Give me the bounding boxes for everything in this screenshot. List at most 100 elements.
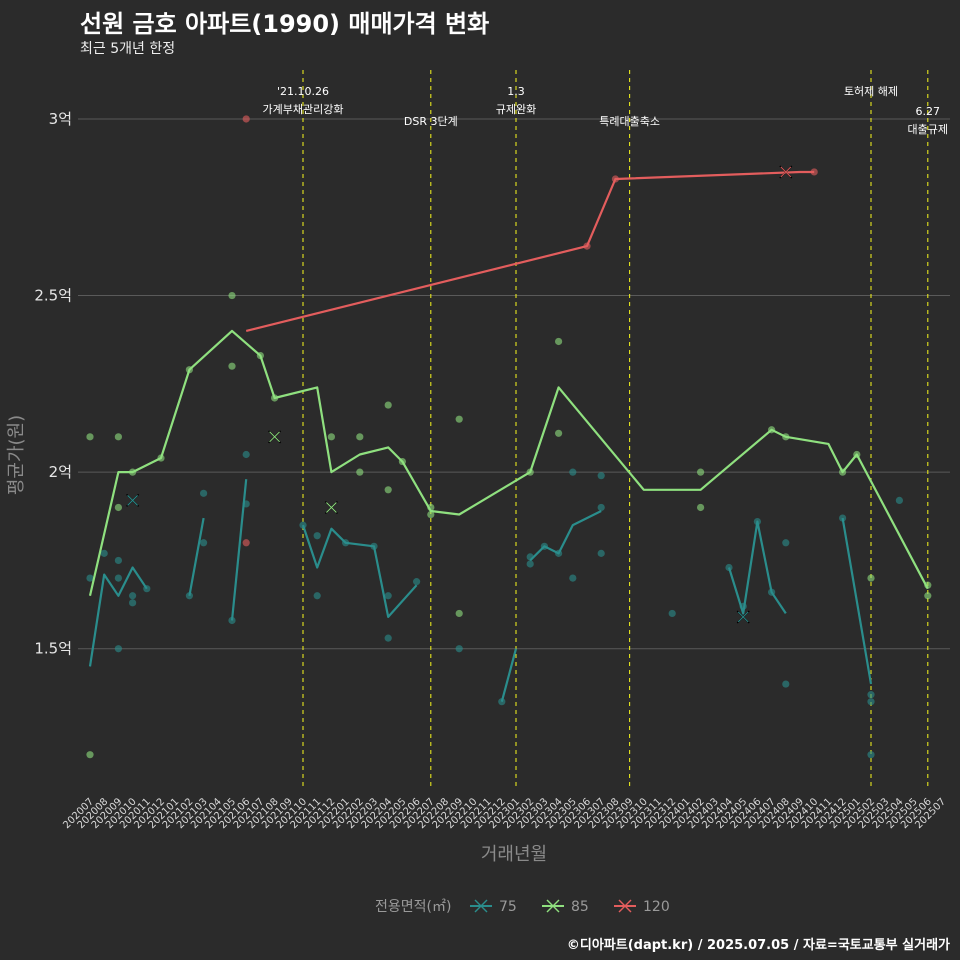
event-label: 6.27 대출규제	[908, 105, 948, 136]
data-point	[114, 433, 122, 441]
data-point	[782, 539, 790, 547]
data-point	[782, 680, 790, 688]
data-point	[867, 574, 875, 582]
series-line	[245, 170, 815, 332]
cross-marker	[736, 610, 750, 624]
event-label-line: 6.27	[916, 105, 941, 118]
legend-item-85: 85	[542, 899, 589, 915]
chart-title: 선원 금호 아파트(1990) 매매가격 변화	[80, 10, 490, 38]
event-label: '21.10.26 가계부채관리강화	[263, 85, 344, 116]
data-point	[924, 592, 932, 600]
data-point	[200, 489, 208, 497]
chart-subtitle: 최근 5개년 한정	[80, 41, 176, 57]
y-tick-label: 2.5억	[34, 287, 72, 305]
series-line	[188, 517, 205, 596]
event-label-line: 가계부채관리강화	[263, 103, 344, 116]
data-point	[455, 415, 463, 423]
event-label-line: 1.3	[507, 85, 525, 98]
series-120	[242, 115, 818, 547]
data-point	[356, 468, 364, 476]
data-point	[668, 609, 676, 618]
data-point	[555, 337, 563, 346]
data-point	[384, 592, 392, 600]
event-label: 1.3 규제완화	[496, 85, 536, 116]
data-point	[498, 698, 506, 706]
data-point	[129, 599, 137, 607]
data-point	[867, 691, 875, 699]
data-point	[384, 634, 392, 642]
legend-swatch-cross	[618, 899, 632, 913]
cross-stroke	[127, 495, 138, 506]
data-point	[86, 433, 94, 441]
data-point	[200, 539, 208, 547]
legend-label: 75	[499, 899, 517, 915]
data-point	[810, 168, 818, 176]
data-point	[895, 496, 904, 504]
data-point	[569, 574, 577, 582]
data-point	[597, 549, 605, 557]
cross-marker	[268, 430, 282, 444]
data-point	[455, 645, 463, 653]
data-point	[114, 574, 122, 582]
y-tick-label: 2억	[49, 463, 72, 481]
legend-title: 전용면적(㎡)	[375, 899, 451, 915]
legend-item-120: 120	[614, 899, 670, 915]
data-point	[384, 401, 392, 409]
data-point	[597, 472, 605, 480]
x-axis-title: 거래년월	[481, 844, 547, 865]
series-line	[841, 517, 873, 685]
series-line	[301, 524, 418, 618]
data-point	[114, 503, 122, 512]
series-85	[86, 291, 932, 759]
data-point	[129, 592, 137, 600]
data-point	[86, 574, 94, 582]
series-layer	[86, 115, 932, 759]
series-line	[529, 510, 602, 562]
data-point	[228, 291, 236, 300]
y-axis-title: 평균가(원)	[6, 415, 27, 495]
series-line	[500, 648, 518, 702]
data-point	[569, 468, 577, 476]
cross-marker	[126, 493, 140, 507]
data-point	[228, 362, 236, 370]
data-point	[526, 560, 534, 568]
legend: 전용면적(㎡) 75 85 120	[375, 899, 670, 915]
y-axis-ticks: 1.5억 2억 2.5억 3억	[34, 110, 72, 658]
data-point	[384, 486, 392, 494]
series-line	[88, 566, 148, 667]
series-line	[230, 479, 248, 621]
data-point	[697, 468, 705, 476]
legend-label: 85	[571, 899, 589, 915]
legend-swatch-cross	[546, 899, 560, 913]
cross-marker	[324, 500, 338, 514]
event-label-line: 특례대출축소	[599, 115, 660, 128]
data-point	[242, 450, 250, 459]
data-point	[867, 698, 875, 706]
cross-stroke	[269, 431, 280, 443]
data-point	[86, 751, 94, 759]
data-point	[839, 514, 847, 522]
series-line	[88, 329, 929, 597]
cross-stroke	[780, 166, 792, 178]
data-point	[114, 556, 122, 565]
event-label-line: '21.10.26	[277, 85, 329, 98]
event-label-line: 대출규제	[908, 123, 948, 136]
data-point	[555, 429, 563, 437]
data-point	[413, 578, 421, 586]
event-label-line: DSR 3단계	[404, 115, 458, 128]
data-point	[313, 532, 321, 540]
data-point	[313, 592, 321, 600]
x-axis-ticks: 2020072020082020092020102020112020122021…	[61, 796, 948, 831]
data-point	[597, 503, 605, 512]
event-label: 특례대출축소	[599, 115, 660, 128]
legend-swatch-cross	[474, 899, 488, 913]
gridlines	[78, 118, 950, 650]
legend-item-75: 75	[470, 899, 517, 915]
data-point	[867, 751, 875, 759]
cross-marker	[779, 165, 793, 179]
data-point	[327, 433, 335, 441]
data-point	[697, 503, 705, 512]
event-label: DSR 3단계	[404, 115, 458, 128]
